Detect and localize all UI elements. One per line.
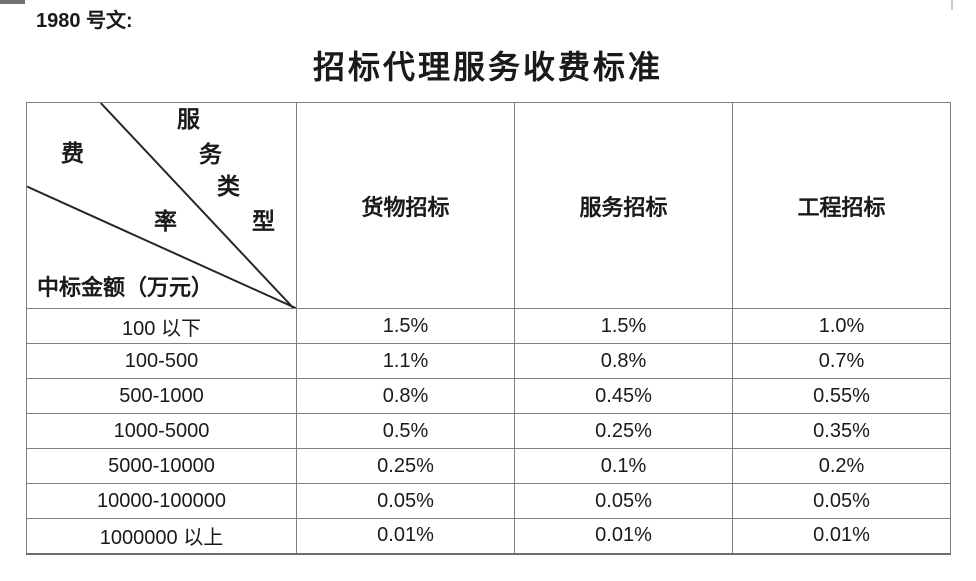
corner-axis-col-char: 型 [252,209,275,234]
table-cell: 0.25% [296,448,515,484]
table-row: 5000-10000 0.25% 0.1% 0.2% [26,448,951,484]
table-cell: 1.1% [296,343,515,379]
row-label: 500-1000 [26,378,297,414]
row-label: 100-500 [26,343,297,379]
corner-axis-col-char: 服 [177,107,200,132]
table-cell: 0.8% [296,378,515,414]
corner-diagonal-lines-icon [27,103,296,308]
table-cell: 0.05% [732,483,951,519]
table-row: 500-1000 0.8% 0.45% 0.55% [26,378,951,414]
table-cell: 0.8% [514,343,733,379]
table-header-row: 服 务 类 型 费 率 中标金额（万元） 货物招标 服务招标 工程招标 [26,102,951,309]
table-cell: 1.5% [514,308,733,344]
row-label: 10000-100000 [26,483,297,519]
table-cell: 0.35% [732,413,951,449]
table-row: 100 以下 1.5% 1.5% 1.0% [26,308,951,344]
table-cell: 0.7% [732,343,951,379]
row-label: 100 以下 [26,308,297,344]
row-label: 1000-5000 [26,413,297,449]
row-label: 5000-10000 [26,448,297,484]
corner-axis-col-char: 类 [217,174,240,199]
table-cell: 0.01% [514,518,733,555]
table-cell: 0.01% [296,518,515,555]
table-cell: 0.55% [732,378,951,414]
table-cell: 1.5% [296,308,515,344]
fee-standard-table: 服 务 类 型 费 率 中标金额（万元） 货物招标 服务招标 工程招标 100 … [26,102,951,555]
table-cell: 0.01% [732,518,951,555]
page-title: 招标代理服务收费标准 [312,49,663,85]
table-cell: 0.2% [732,448,951,484]
column-header-goods: 货物招标 [296,102,515,309]
table-cell: 1.0% [732,308,951,344]
table-row: 10000-100000 0.05% 0.05% 0.05% [26,483,951,519]
table-cell: 0.05% [514,483,733,519]
column-header-works: 工程招标 [732,102,951,309]
table-cell: 0.45% [514,378,733,414]
table-cell: 0.05% [296,483,515,519]
corner-row-axis-label: 中标金额（万元） [37,275,214,300]
corner-axis-col-char: 务 [199,142,222,167]
table-cell: 0.25% [514,413,733,449]
table-cell: 0.1% [514,448,733,484]
table-cell: 0.5% [296,413,515,449]
screen-edge-artifact-left [0,0,25,4]
table-row: 1000000 以上 0.01% 0.01% 0.01% [26,518,951,555]
table-row: 100-500 1.1% 0.8% 0.7% [26,343,951,379]
doc-number-label: 1980 号文: [36,10,133,32]
corner-axis-fee-char: 率 [154,209,177,234]
column-header-services: 服务招标 [514,102,733,309]
corner-header-cell: 服 务 类 型 费 率 中标金额（万元） [26,102,297,309]
screen-edge-artifact-right [951,0,953,10]
table-row: 1000-5000 0.5% 0.25% 0.35% [26,413,951,449]
corner-axis-fee-char: 费 [61,141,84,166]
row-label: 1000000 以上 [26,518,297,555]
